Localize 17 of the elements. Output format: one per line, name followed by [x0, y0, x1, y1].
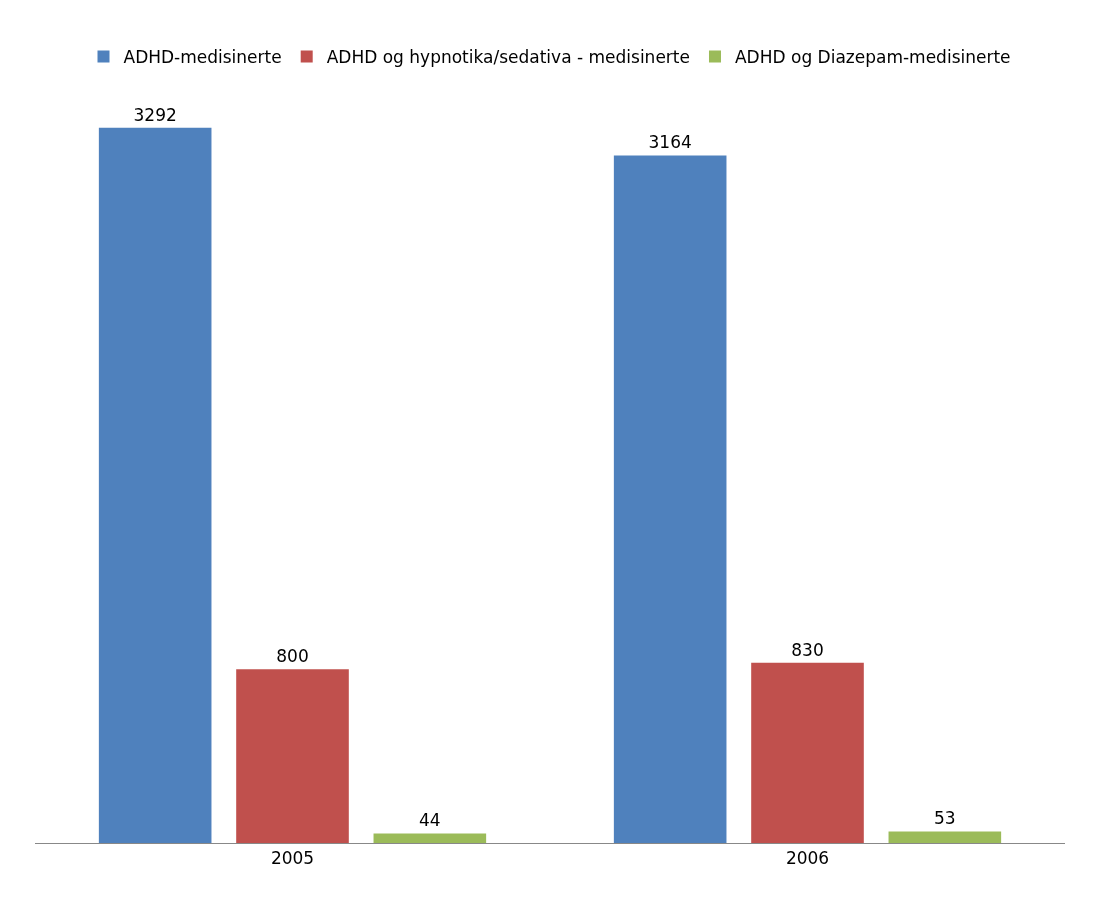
legend-label: ADHD og Diazepam-medisinerte	[734, 47, 1011, 68]
legend-label: ADHD og hypnotika/sedativa - medisinerte	[326, 47, 690, 68]
bar	[373, 833, 487, 843]
data-label: 44	[419, 810, 441, 831]
bar	[236, 669, 349, 843]
data-label: 800	[276, 646, 309, 667]
x-tick-label: 2006	[785, 848, 830, 869]
data-label: 3164	[648, 132, 692, 153]
x-tick-label: 2005	[270, 848, 315, 869]
data-label: 53	[934, 808, 956, 829]
bar	[613, 155, 727, 843]
legend-label: ADHD-medisinerte	[123, 47, 282, 68]
data-label: 830	[791, 639, 824, 660]
data-label: 3292	[133, 104, 177, 125]
bar	[98, 127, 212, 843]
bar	[751, 662, 864, 843]
bar	[888, 831, 1002, 843]
